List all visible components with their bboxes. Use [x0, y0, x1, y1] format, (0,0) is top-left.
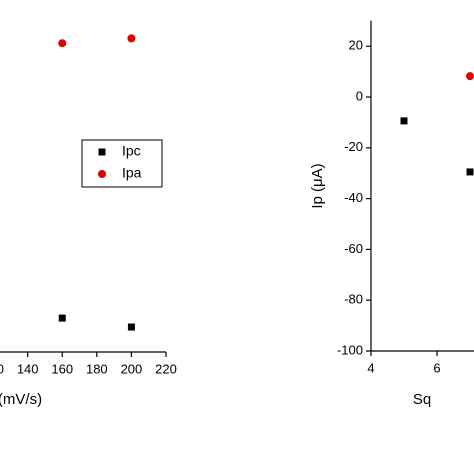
x-tick-label: 180	[86, 361, 108, 376]
x-tick-label: 4	[367, 360, 374, 375]
data-point	[466, 168, 474, 176]
data-point	[58, 314, 66, 322]
x-tick-label: 220	[155, 361, 177, 376]
data-point	[58, 39, 67, 48]
y-tick-label: -40	[344, 190, 363, 205]
x-axis-label: (mV/s)	[0, 391, 42, 408]
legend-marker	[98, 148, 106, 156]
x-tick-label: 160	[51, 361, 73, 376]
y-tick-label: 0	[356, 88, 363, 103]
x-tick-label: 120	[0, 361, 4, 376]
x-tick-label: 200	[121, 361, 143, 376]
y-tick-label: 20	[349, 38, 363, 53]
legend-marker	[98, 170, 106, 178]
legend-label: Ipa	[122, 165, 142, 181]
legend-box	[81, 139, 163, 188]
x-tick-label: 140	[17, 361, 39, 376]
x-axis-label: Sq	[413, 391, 431, 408]
y-axis-label: Ip (μA)	[309, 163, 326, 208]
data-point	[400, 117, 408, 125]
y-tick-label: -60	[344, 241, 363, 256]
data-point	[127, 323, 135, 331]
legend-label: Ipc	[122, 143, 141, 159]
data-point	[466, 72, 474, 81]
x-tick-label: 6	[433, 360, 440, 375]
data-point	[127, 34, 136, 43]
y-tick-label: -100	[337, 342, 363, 357]
y-tick-label: -80	[344, 292, 363, 307]
y-tick-label: -20	[344, 139, 363, 154]
